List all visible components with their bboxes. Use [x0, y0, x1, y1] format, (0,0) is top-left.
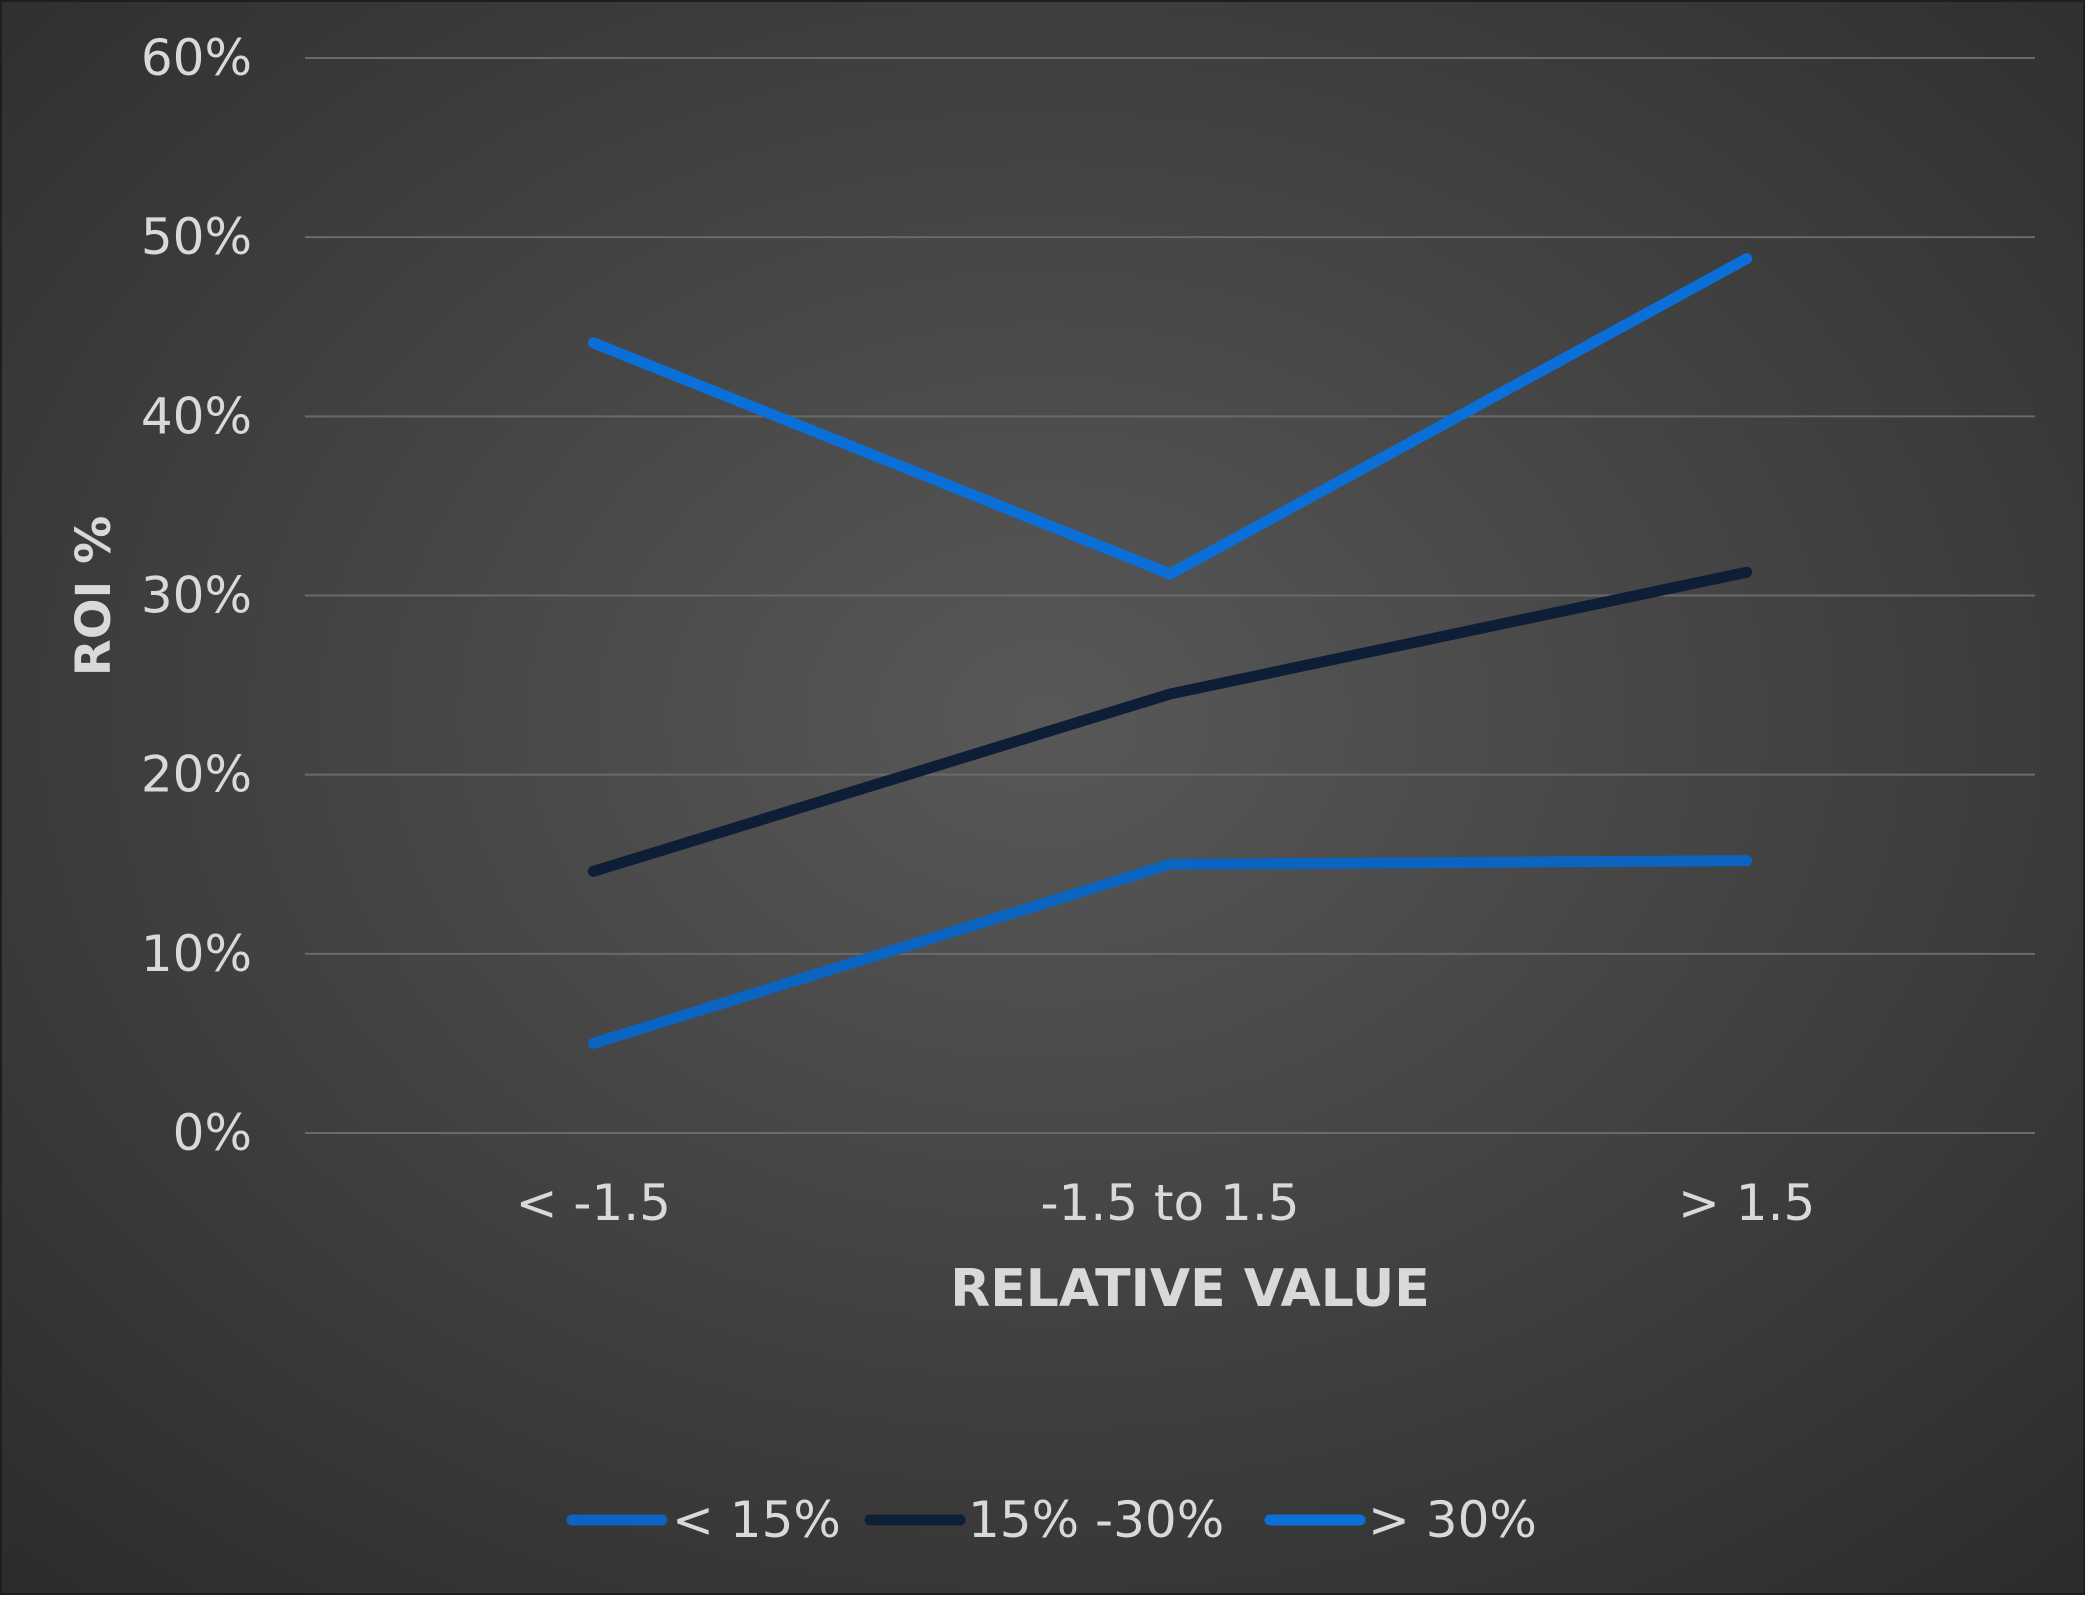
legend: < 15% 15% -30% > 30% [566, 1491, 1537, 1549]
y-tick-label: 0% [173, 1104, 252, 1162]
legend-label: 15% -30% [968, 1491, 1224, 1549]
legend-label: < 15% [672, 1491, 841, 1549]
legend-label: > 30% [1368, 1491, 1537, 1549]
y-axis-ticks: 0% 10% 20% 30% 40% 50% 60% [141, 29, 252, 1162]
y-tick-label: 10% [141, 925, 252, 983]
y-tick-label: 30% [141, 567, 252, 625]
y-tick-label: 50% [141, 208, 252, 266]
series-line [587, 566, 1753, 877]
x-tick-label: > 1.5 [1678, 1174, 1815, 1232]
y-tick-label: 60% [141, 29, 252, 87]
gridlines [305, 57, 2035, 1134]
y-tick-label: 40% [141, 387, 252, 445]
x-axis-ticks: < -1.5 -1.5 to 1.5 > 1.5 [516, 1174, 1816, 1232]
x-tick-label: < -1.5 [516, 1174, 671, 1232]
x-tick-label: -1.5 to 1.5 [1040, 1174, 1299, 1232]
x-axis-label: RELATIVE VALUE [950, 1259, 1430, 1319]
y-axis-label: ROI % [66, 516, 122, 676]
y-tick-label: 20% [141, 746, 252, 804]
series-line [587, 855, 1753, 1049]
series-lines [587, 253, 1753, 1049]
series-line [587, 253, 1753, 581]
